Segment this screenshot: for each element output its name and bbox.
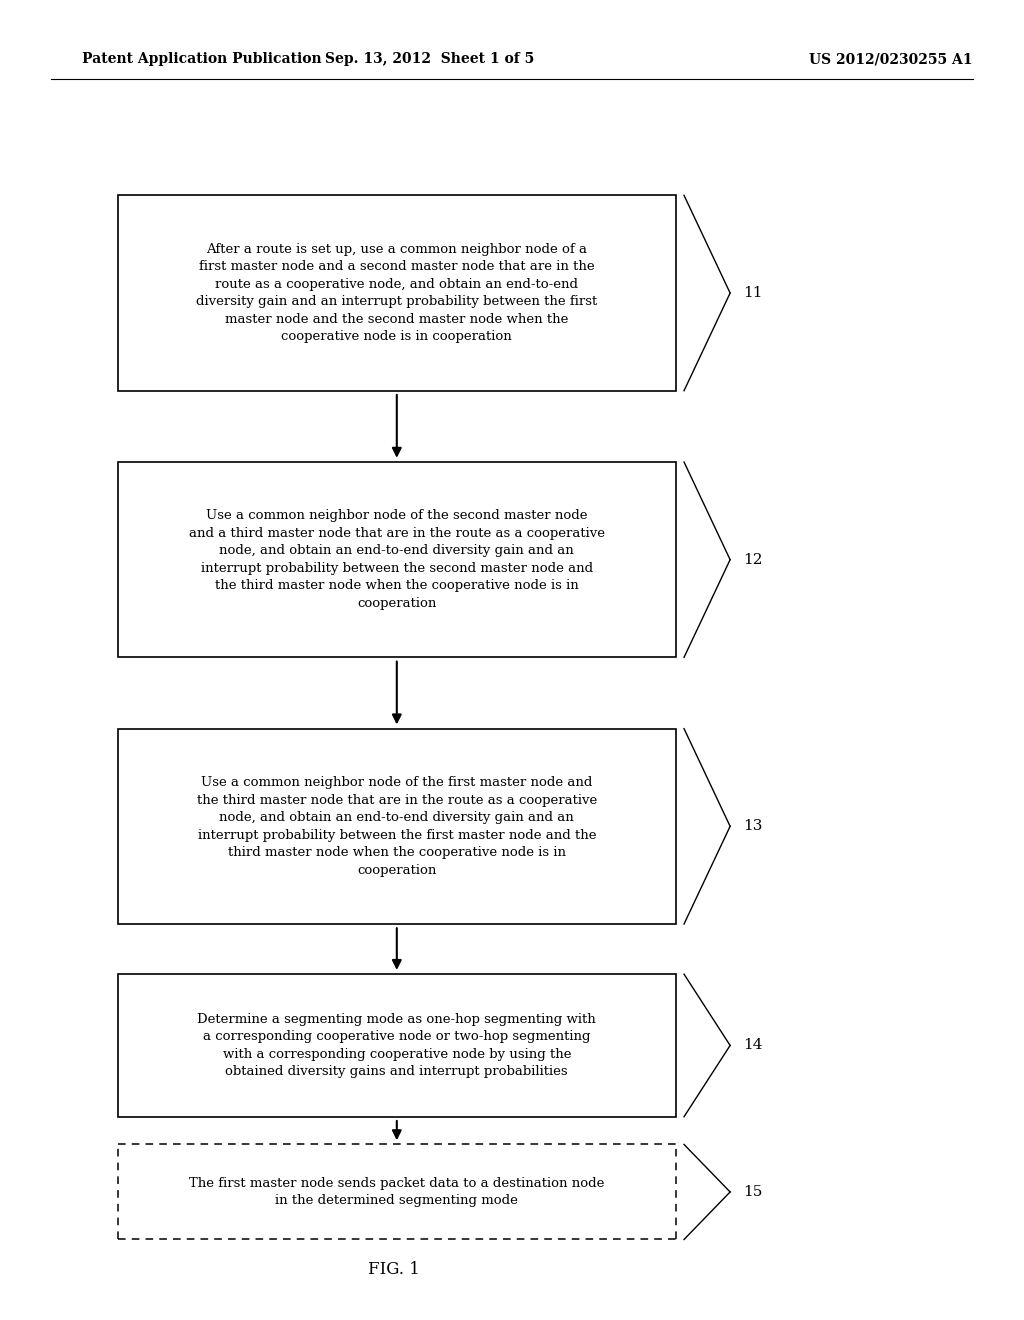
Text: US 2012/0230255 A1: US 2012/0230255 A1: [809, 53, 973, 66]
Text: Sep. 13, 2012  Sheet 1 of 5: Sep. 13, 2012 Sheet 1 of 5: [326, 53, 535, 66]
Text: The first master node sends packet data to a destination node
in the determined : The first master node sends packet data …: [189, 1176, 604, 1208]
FancyBboxPatch shape: [118, 974, 676, 1117]
Text: Use a common neighbor node of the first master node and
the third master node th: Use a common neighbor node of the first …: [197, 776, 597, 876]
Text: Use a common neighbor node of the second master node
and a third master node tha: Use a common neighbor node of the second…: [188, 510, 605, 610]
Text: 12: 12: [743, 553, 763, 566]
Text: 14: 14: [743, 1039, 763, 1052]
FancyBboxPatch shape: [118, 729, 676, 924]
FancyBboxPatch shape: [118, 462, 676, 657]
Text: After a route is set up, use a common neighbor node of a
first master node and a: After a route is set up, use a common ne…: [197, 243, 597, 343]
Text: Determine a segmenting mode as one-hop segmenting with
a corresponding cooperati: Determine a segmenting mode as one-hop s…: [198, 1012, 596, 1078]
FancyBboxPatch shape: [118, 195, 676, 391]
Text: FIG. 1: FIG. 1: [369, 1262, 420, 1278]
Text: Patent Application Publication: Patent Application Publication: [82, 53, 322, 66]
Text: 13: 13: [743, 820, 763, 833]
Text: 15: 15: [743, 1185, 763, 1199]
Text: 11: 11: [743, 286, 763, 300]
